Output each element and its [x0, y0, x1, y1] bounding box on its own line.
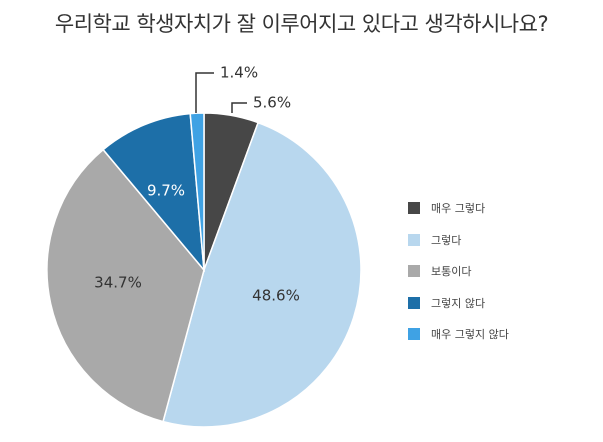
- legend-item-5: 매우 그렇지 않다: [408, 327, 509, 341]
- legend-label: 그렇지 않다: [431, 296, 486, 310]
- legend-item-3: 보통이다: [408, 264, 509, 278]
- leader-line-1: [231, 102, 247, 113]
- data-label-5: 1.4%: [220, 64, 258, 82]
- pie-slice-5: [189, 112, 205, 271]
- data-label-3: 34.7%: [94, 274, 142, 292]
- legend-swatch: [408, 202, 420, 214]
- pie-slice-3: [46, 148, 205, 423]
- legend-swatch: [408, 233, 420, 246]
- legend-swatch: [408, 328, 420, 340]
- legend-swatch: [408, 265, 420, 277]
- legend-label: 매우 그렇지 않다: [431, 328, 509, 341]
- pie-slice-4: [102, 112, 205, 273]
- leader-line-5: [195, 72, 214, 113]
- pie-slice-2: [162, 121, 362, 428]
- data-label-1: 5.6%: [253, 94, 291, 112]
- legend-item-4: 그렇지 않다: [408, 296, 509, 310]
- chart-title: 우리학교 학생자치가 잘 이루어지고 있다고 생각하시나요?: [54, 12, 549, 36]
- legend-item-1: 매우 그렇다: [408, 201, 509, 215]
- legend-item-2: 그렇다: [408, 233, 509, 247]
- data-label-4: 9.7%: [147, 182, 185, 200]
- legend-label: 보통이다: [431, 265, 472, 278]
- legend-swatch: [408, 296, 420, 309]
- legend-label: 매우 그렇다: [431, 202, 486, 215]
- legend-label: 그렇다: [431, 233, 462, 247]
- data-label-2: 48.6%: [252, 287, 300, 305]
